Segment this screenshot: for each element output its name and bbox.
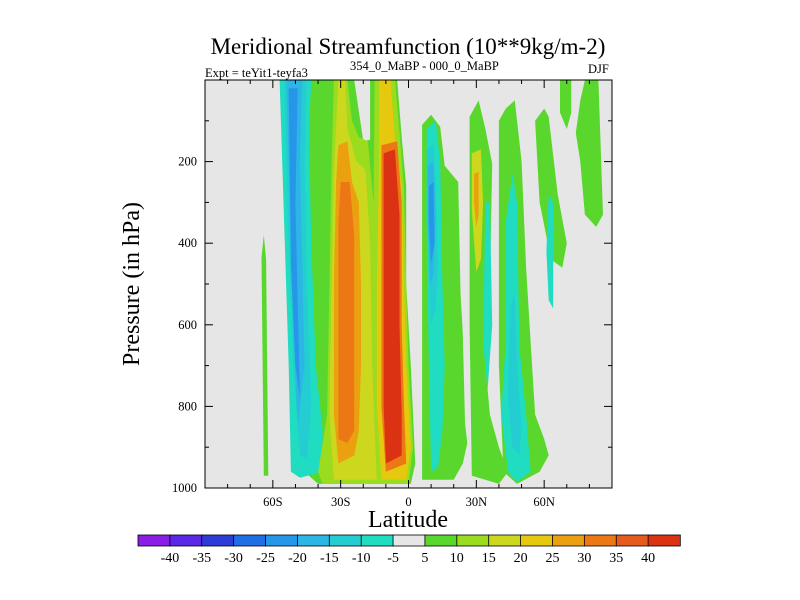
colorbar-label: -20	[288, 551, 307, 566]
season-label: DJF	[588, 62, 609, 76]
y-tick-label: 400	[178, 236, 197, 250]
colorbar-swatch	[328, 534, 362, 547]
contour-region-0	[261, 235, 269, 476]
colorbar-label: 20	[514, 551, 528, 566]
colorbar-label: -15	[320, 551, 339, 566]
contour-region-31	[474, 171, 479, 227]
contour-region-21	[546, 194, 554, 309]
y-tick-label: 600	[178, 318, 197, 332]
y-axis-label: Pressure (in hPa)	[119, 202, 145, 366]
x-tick-label: 30N	[466, 495, 488, 509]
colorbar-swatch	[456, 534, 490, 547]
contour-region-13	[288, 88, 300, 399]
experiment-superscript: 354_0_MaBP - 000_0_MaBP	[350, 59, 499, 73]
x-tick-label: 0	[405, 495, 411, 509]
colorbar-swatch	[137, 534, 171, 547]
axis-ticks: 60S 30S 0 30N 60N 200 400 600 800 1000	[172, 80, 613, 509]
experiment-label: Expt = teYit1-teyfa3	[205, 66, 308, 80]
contour-region-9	[446, 437, 454, 450]
contour-region-25	[338, 182, 355, 444]
colorbar-swatch	[360, 534, 394, 547]
colorbar-swatch	[520, 534, 554, 547]
colorbar-label: -25	[256, 551, 275, 566]
colorbar-label: 5	[421, 551, 428, 566]
colorbar-label: -35	[192, 551, 211, 566]
colorbar-swatch	[297, 534, 330, 547]
y-tick-label: 1000	[172, 481, 197, 495]
x-tick-label: 60S	[263, 495, 283, 509]
x-tick-label: 60N	[533, 495, 555, 509]
colorbar-label: 40	[641, 551, 655, 566]
colorbar-label: 30	[577, 551, 591, 566]
colorbar-label: -40	[161, 551, 180, 566]
colorbar-swatch	[615, 534, 649, 547]
x-tick-label: 30S	[331, 495, 351, 509]
contour-region-19	[508, 292, 522, 456]
colorbar-swatch	[169, 534, 203, 547]
contour-region-8	[560, 80, 572, 129]
colorbar-swatch	[488, 534, 522, 547]
contour-region-18	[501, 173, 531, 482]
colorbar-swatch	[201, 534, 235, 547]
colorbar-label: -30	[224, 551, 243, 566]
colorbar-label: -5	[387, 551, 399, 566]
colorbar-label: 25	[546, 551, 560, 566]
contour-fill-layer	[261, 80, 603, 484]
contour-region-6	[535, 108, 567, 268]
chart-title: Meridional Streamfunction (10**9kg/m-2)	[211, 34, 606, 59]
colorbar-label: 10	[450, 551, 464, 566]
colorbar-label: -10	[352, 551, 371, 566]
colorbar-swatch	[647, 534, 681, 547]
colorbar-label: 15	[482, 551, 496, 566]
contour-region-20	[483, 202, 493, 391]
x-axis-label: Latitude	[368, 507, 448, 533]
y-tick-label: 200	[178, 155, 197, 169]
colorbar-swatch	[392, 534, 426, 547]
colorbar-swatch	[265, 534, 299, 547]
colorbar: -40 -35 -30 -25 -20 -15 -10 -5 5 10 15 20 25 30 35 40	[137, 534, 681, 566]
colorbar-label: 35	[609, 551, 623, 566]
contour-region-7	[575, 80, 603, 227]
y-tick-label: 800	[178, 399, 197, 413]
colorbar-swatch	[552, 534, 586, 547]
colorbar-swatch	[583, 534, 617, 547]
colorbar-swatch	[424, 534, 458, 547]
contour-region-17	[428, 182, 435, 264]
colorbar-swatch	[233, 534, 267, 547]
contour-region-29	[383, 149, 402, 464]
